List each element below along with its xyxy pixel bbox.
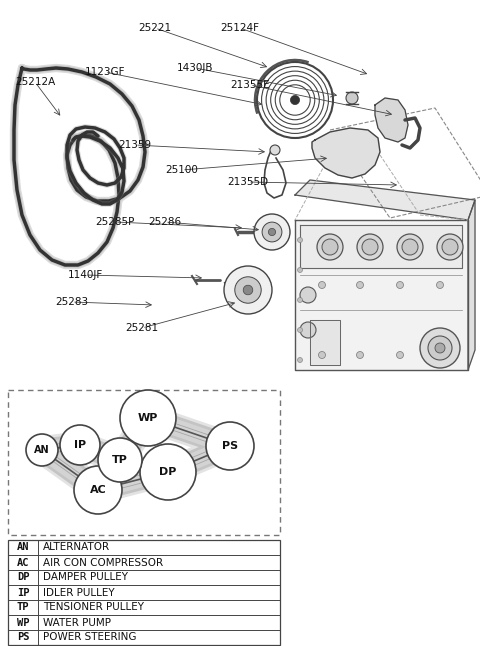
Circle shape <box>254 214 290 250</box>
Text: 25283: 25283 <box>55 297 89 307</box>
Circle shape <box>346 92 358 104</box>
Circle shape <box>243 285 253 295</box>
Circle shape <box>357 234 383 260</box>
Circle shape <box>357 282 363 289</box>
Circle shape <box>120 390 176 446</box>
Circle shape <box>317 234 343 260</box>
Polygon shape <box>295 220 468 370</box>
Circle shape <box>357 351 363 359</box>
Text: AN: AN <box>34 445 50 455</box>
Polygon shape <box>295 180 475 220</box>
Text: 1430JB: 1430JB <box>177 63 213 73</box>
Circle shape <box>420 328 460 368</box>
Circle shape <box>270 145 280 155</box>
Circle shape <box>235 276 261 303</box>
Text: PS: PS <box>222 441 238 451</box>
Text: 25285P: 25285P <box>96 217 135 227</box>
Polygon shape <box>310 320 340 365</box>
Text: DAMPER PULLEY: DAMPER PULLEY <box>43 572 128 583</box>
Text: WP: WP <box>17 618 29 627</box>
Polygon shape <box>312 128 380 178</box>
Text: AN: AN <box>17 543 29 552</box>
Circle shape <box>268 229 276 236</box>
Circle shape <box>397 234 423 260</box>
Circle shape <box>298 238 302 242</box>
Circle shape <box>300 322 316 338</box>
Circle shape <box>298 328 302 333</box>
Text: TP: TP <box>112 455 128 465</box>
Circle shape <box>436 282 444 289</box>
Text: AC: AC <box>17 557 29 567</box>
Circle shape <box>362 239 378 255</box>
Polygon shape <box>468 200 475 370</box>
Text: IP: IP <box>74 440 86 450</box>
Circle shape <box>442 239 458 255</box>
Circle shape <box>224 266 272 314</box>
Text: TP: TP <box>17 603 29 612</box>
Circle shape <box>402 239 418 255</box>
Text: AC: AC <box>90 485 107 495</box>
Circle shape <box>298 267 302 273</box>
Text: DP: DP <box>159 467 177 477</box>
Text: 25286: 25286 <box>148 217 181 227</box>
Circle shape <box>322 239 338 255</box>
Text: 25281: 25281 <box>125 323 158 333</box>
Circle shape <box>98 438 142 482</box>
Text: 25124F: 25124F <box>220 23 260 33</box>
Text: 25100: 25100 <box>166 165 198 175</box>
Circle shape <box>300 287 316 303</box>
Text: 21359: 21359 <box>119 140 152 150</box>
Text: 1123GF: 1123GF <box>85 67 125 77</box>
Circle shape <box>437 234 463 260</box>
Circle shape <box>26 434 58 466</box>
Text: IDLER PULLEY: IDLER PULLEY <box>43 587 115 598</box>
Polygon shape <box>375 98 408 142</box>
Circle shape <box>319 351 325 359</box>
Circle shape <box>298 357 302 362</box>
Text: ALTERNATOR: ALTERNATOR <box>43 543 110 552</box>
Text: TENSIONER PULLEY: TENSIONER PULLEY <box>43 603 144 612</box>
Circle shape <box>290 96 300 105</box>
Circle shape <box>298 298 302 302</box>
Circle shape <box>319 282 325 289</box>
Text: DP: DP <box>17 572 29 583</box>
Circle shape <box>206 422 254 470</box>
Circle shape <box>262 222 282 242</box>
Polygon shape <box>300 225 462 268</box>
Circle shape <box>60 425 100 465</box>
Text: 25221: 25221 <box>138 23 171 33</box>
Text: 21355E: 21355E <box>230 80 270 90</box>
Text: PS: PS <box>17 632 29 643</box>
Text: WATER PUMP: WATER PUMP <box>43 618 111 627</box>
Circle shape <box>396 282 404 289</box>
Circle shape <box>140 444 196 500</box>
Text: IP: IP <box>17 587 29 598</box>
Circle shape <box>435 343 445 353</box>
Text: POWER STEERING: POWER STEERING <box>43 632 136 643</box>
Text: 1140JF: 1140JF <box>67 270 103 280</box>
Text: WP: WP <box>138 413 158 423</box>
Text: AIR CON COMPRESSOR: AIR CON COMPRESSOR <box>43 557 163 567</box>
Circle shape <box>396 351 404 359</box>
Circle shape <box>428 336 452 360</box>
Circle shape <box>74 466 122 514</box>
Text: 21355D: 21355D <box>228 177 269 187</box>
Text: 25212A: 25212A <box>15 77 55 87</box>
